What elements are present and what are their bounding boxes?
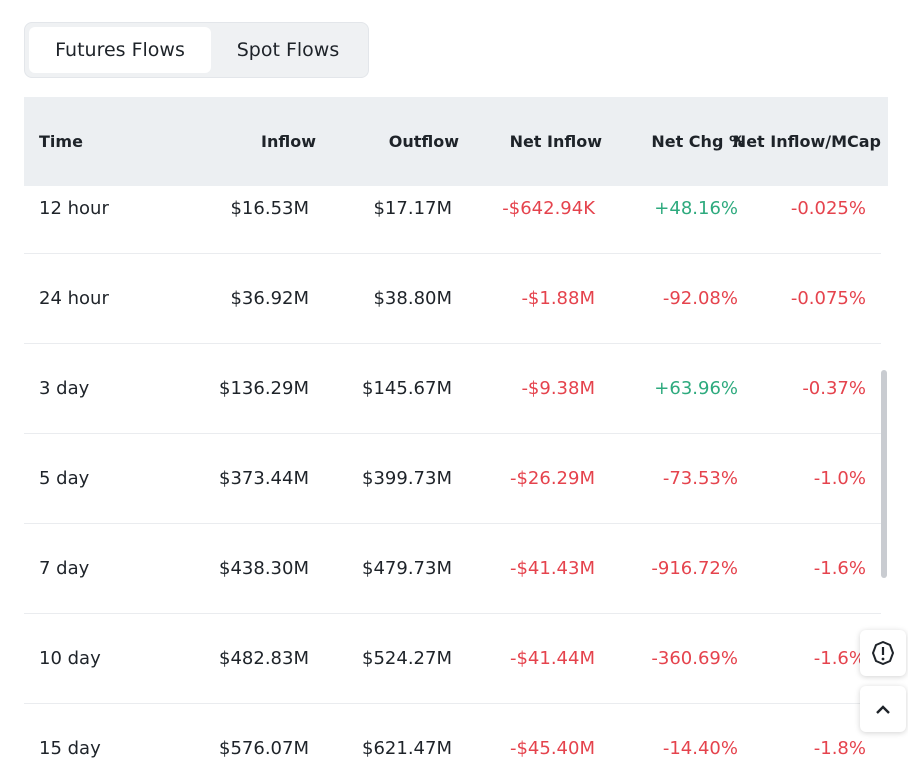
table-cell: -1.6% — [813, 647, 866, 669]
up-arrow-icon — [876, 705, 890, 714]
table-cell: $576.07M — [219, 737, 309, 758]
table-cell: $621.47M — [362, 737, 452, 758]
table-cell: 15 day — [39, 737, 101, 758]
column-header: Outflow — [388, 132, 459, 151]
table-row: 3 day $136.29M $145.67M -$9.38M +63.96% -0.37… — [24, 343, 881, 434]
table-cell: 24 hour — [39, 287, 109, 309]
scrollbar[interactable] — [881, 370, 887, 578]
table-cell: -$26.29M — [509, 467, 595, 489]
table-cell: -0.025% — [790, 197, 866, 219]
column-header: Time — [39, 132, 83, 151]
table-cell: 7 day — [39, 557, 90, 579]
table-cell: -$642.94K — [502, 197, 595, 219]
table-cell: $36.92M — [230, 287, 309, 309]
table-row: 12 hour $16.53M $17.17M -$642.94K +48.16% -0.… — [24, 163, 881, 254]
table-cell: $16.53M — [230, 197, 309, 219]
table-cell: -1.6% — [813, 557, 866, 579]
table-cell: +48.16% — [654, 197, 738, 219]
table-cell: $482.83M — [219, 647, 309, 669]
scroll-top-button[interactable] — [860, 686, 906, 732]
alert-icon — [872, 641, 894, 665]
table-cell: -$1.88M — [521, 287, 595, 309]
table-cell: $399.73M — [362, 467, 452, 489]
table-row: 10 day $482.83M $524.27M -$41.44M -360.69% -1… — [24, 613, 881, 704]
table-cell: -73.53% — [662, 467, 738, 489]
table-cell: $438.30M — [219, 557, 309, 579]
table-row: 5 day $373.44M $399.73M -$26.29M -73.53% -1.0… — [24, 433, 881, 524]
feedback-button[interactable] — [860, 630, 906, 676]
column-header: Net Chg % — [651, 132, 745, 151]
table-cell: +63.96% — [654, 377, 738, 399]
table-cell: -1.8% — [813, 737, 866, 758]
tab[interactable]: Spot Flows — [236, 39, 340, 61]
table-cell: $373.44M — [219, 467, 309, 489]
column-header: Inflow — [261, 132, 316, 151]
table-cell: -$41.44M — [509, 647, 595, 669]
table-row: 15 day $576.07M $621.47M -$45.40M -14.40% -1.… — [24, 703, 881, 758]
table-cell: 5 day — [39, 467, 90, 489]
table-cell: -$45.40M — [509, 737, 595, 758]
table-cell: -1.0% — [813, 467, 866, 489]
table-cell: 10 day — [39, 647, 101, 669]
column-header: Net Inflow — [509, 132, 602, 151]
column-header: Net Inflow/MCap — [732, 132, 881, 151]
table-row: 24 hour $36.92M $38.80M -$1.88M -92.08% -0.07… — [24, 253, 881, 344]
table-cell: -$41.43M — [509, 557, 595, 579]
table-cell: $17.17M — [373, 197, 452, 219]
tab[interactable]: Futures Flows — [29, 27, 211, 73]
table-cell: -0.37% — [802, 377, 866, 399]
table-cell: 12 hour — [39, 197, 109, 219]
table-cell: -360.69% — [651, 647, 738, 669]
table-cell: -14.40% — [662, 737, 738, 758]
table-header: Time Inflow Outflow Net Inflow Net Chg % Net … — [24, 97, 888, 186]
tab-bar: Futures Flows Spot Flows — [24, 22, 369, 78]
table-cell: -$9.38M — [521, 377, 595, 399]
table-cell: $145.67M — [362, 377, 452, 399]
table-cell: $524.27M — [362, 647, 452, 669]
table-cell: -0.075% — [790, 287, 866, 309]
table-cell: -92.08% — [662, 287, 738, 309]
table-cell: $136.29M — [219, 377, 309, 399]
table-cell: $479.73M — [362, 557, 452, 579]
table-cell: 3 day — [39, 377, 90, 399]
table-cell: -916.72% — [651, 557, 738, 579]
table-cell: $38.80M — [373, 287, 452, 309]
table-row: 7 day $438.30M $479.73M -$41.43M -916.72% -1.… — [24, 523, 881, 614]
